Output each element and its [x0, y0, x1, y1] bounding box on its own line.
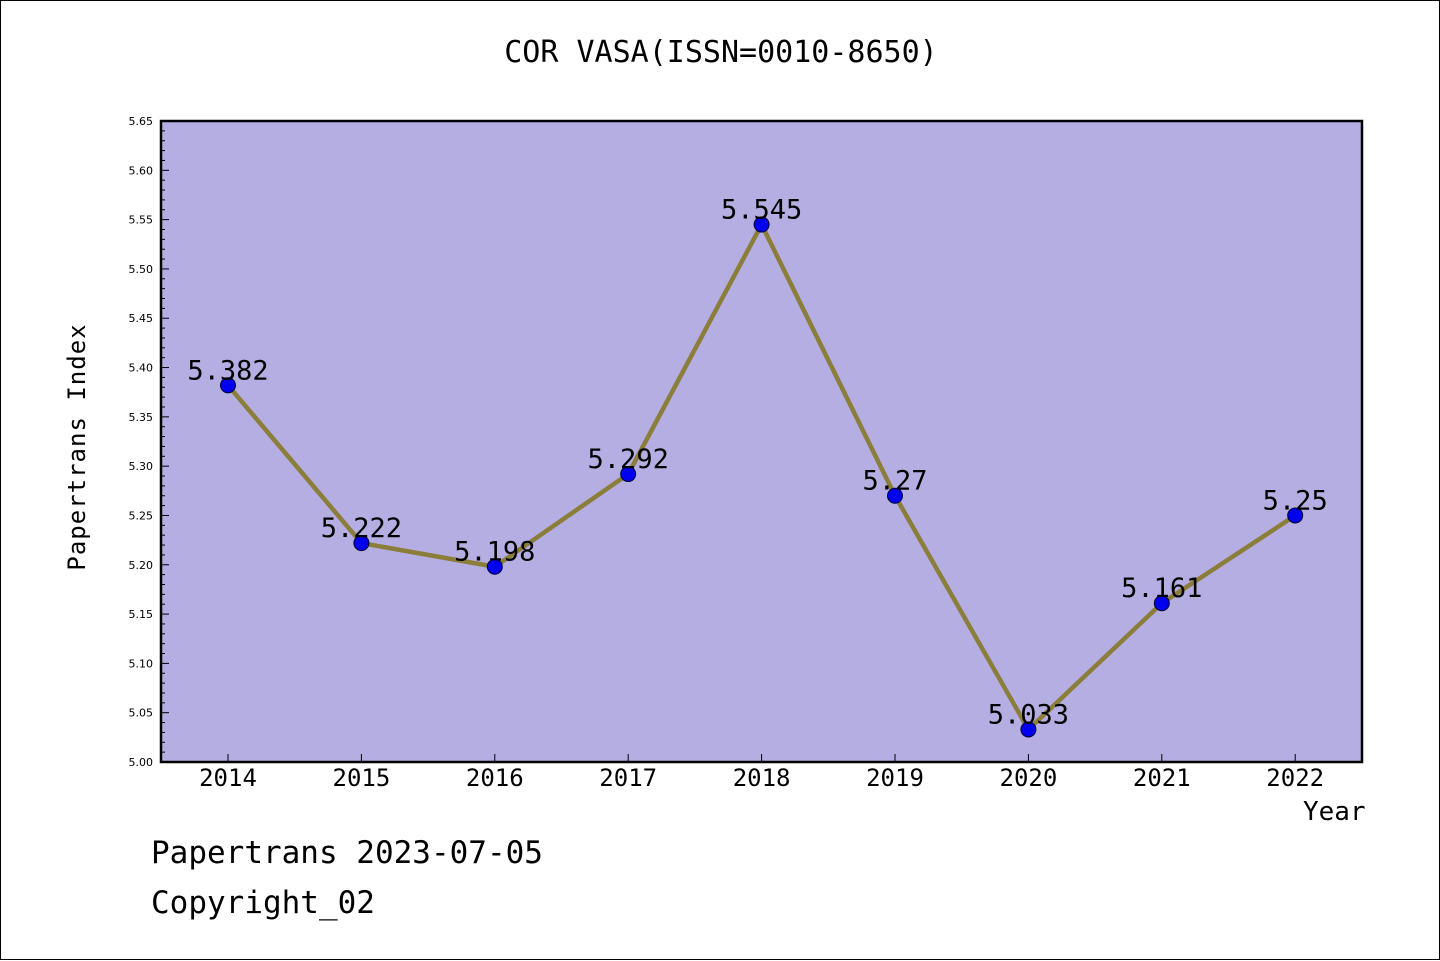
y-tick-label: 5.55 [129, 214, 154, 227]
x-tick-label: 2021 [1133, 764, 1191, 792]
data-point-marker [620, 466, 637, 483]
y-tick-label: 5.45 [129, 312, 154, 325]
x-tick-label: 2022 [1266, 764, 1324, 792]
y-tick-label: 5.15 [129, 608, 154, 621]
plot-frame [159, 119, 1364, 764]
y-tick-label: 5.25 [129, 509, 154, 522]
y-tick-label: 5.00 [129, 756, 154, 769]
x-tick-label: 2014 [199, 764, 257, 792]
y-tick-label: 5.05 [129, 707, 154, 720]
data-label: 5.198 [454, 537, 535, 568]
data-label: 5.25 [1263, 485, 1328, 516]
x-tick-label: 2019 [866, 764, 924, 792]
data-point-marker [753, 216, 770, 233]
data-point-marker [887, 487, 903, 504]
y-axis: 5.00 5.05 5.10 5.15 5.20 5.25 5.30 5.35 5.40 5.45… [129, 115, 169, 769]
data-point-marker [1287, 507, 1304, 524]
data-label: 5.292 [588, 444, 669, 475]
data-point-marker [486, 558, 503, 575]
data-label: 5.033 [988, 699, 1069, 730]
data-label: 5.545 [721, 195, 802, 226]
y-tick-label: 5.30 [129, 460, 154, 473]
series-line-group: 5.382 5.222 5.198 5.292 5.545 5.27 5.033 5.161 5… [187, 195, 1328, 738]
y-tick-label: 5.65 [129, 115, 154, 128]
x-tick-label: 2018 [733, 764, 791, 792]
y-tick-label: 5.60 [129, 164, 154, 177]
x-tick-label: 2017 [599, 764, 657, 792]
x-tick-label: 2020 [1000, 764, 1058, 792]
chart-title: COR VASA(ISSN=0010-8650) [504, 35, 938, 70]
y-tick-label: 5.35 [129, 411, 154, 424]
data-label: 5.222 [321, 513, 402, 544]
data-label: 5.382 [187, 355, 268, 386]
data-point-marker [353, 535, 370, 552]
data-label: 5.161 [1121, 573, 1202, 604]
data-point-marker [1020, 721, 1037, 738]
footer-source: Papertrans 2023-07-05 [151, 835, 543, 871]
x-axis-label: Year [1303, 797, 1366, 827]
y-tick-label: 5.10 [129, 657, 154, 670]
y-tick-label: 5.20 [129, 559, 154, 572]
data-label: 5.27 [862, 466, 927, 497]
x-tick-label: 2015 [333, 764, 391, 792]
x-tick-label: 2016 [466, 764, 524, 792]
y-tick-label: 5.50 [129, 263, 154, 276]
x-axis: 2014 2015 2016 2017 2018 2019 2020 2021 2022 [199, 754, 1324, 792]
data-point-marker [1153, 595, 1170, 612]
footer-copyright: Copyright_02 [151, 885, 375, 921]
y-tick-label: 5.40 [129, 362, 154, 375]
data-point-marker [220, 377, 236, 394]
